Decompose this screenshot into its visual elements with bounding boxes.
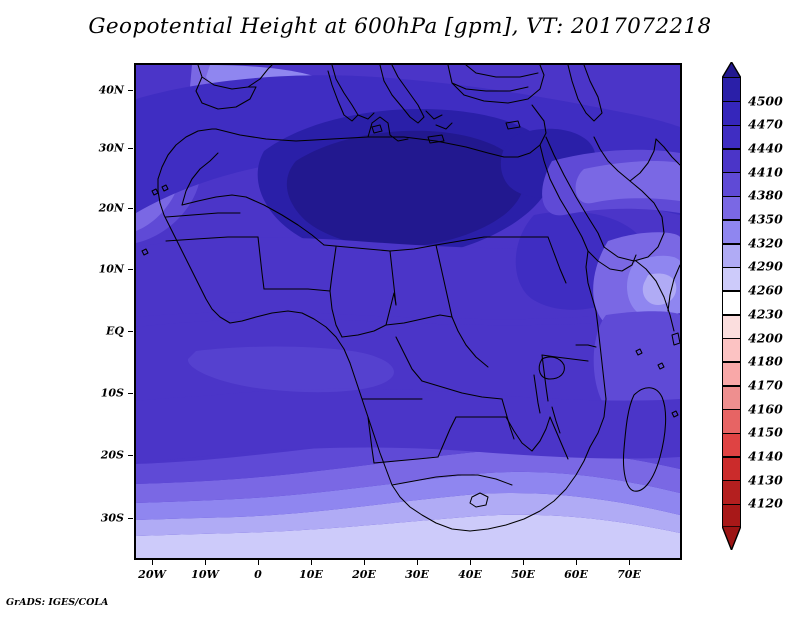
colorbar-band-12: [723, 362, 740, 386]
colorbar-tick-label-4440: 4440: [748, 140, 783, 156]
colorbar-separator-15: [723, 432, 740, 434]
colorbar-separator-6: [723, 219, 740, 221]
colorbar-separator-8: [723, 266, 740, 269]
colorbar-separator-14: [723, 408, 740, 411]
colorbar-separator-2: [723, 124, 740, 127]
colorbar-tick-label-4290: 4290: [748, 258, 783, 274]
colorbar-band-17: [723, 480, 740, 505]
y-tick-30S: [128, 518, 133, 519]
y-tick-20N: [128, 208, 133, 209]
colorbar-separator-12: [723, 361, 740, 363]
colorbar-tick-label-4130: 4130: [748, 472, 783, 488]
colorbar-band-18: [723, 504, 740, 528]
x-axis-label-20W: 20W: [138, 568, 166, 581]
colorbar-separator-17: [723, 479, 740, 482]
colorbar-separator-3: [723, 148, 740, 150]
colorbar-tick-label-4410: 4410: [748, 164, 783, 180]
colorbar-band-10: [723, 314, 740, 339]
y-tick-40N: [128, 90, 133, 91]
colorbar-band-2: [723, 125, 740, 150]
x-axis-label-20E: 20E: [352, 568, 376, 581]
colorbar-band-7: [723, 243, 740, 268]
map-plot-panel[interactable]: [134, 63, 682, 560]
colorbar-separator-10: [723, 314, 740, 316]
footer-credit: GrADS: IGES/COLA: [6, 597, 109, 608]
colorbar-separator-18: [723, 503, 740, 506]
y-axis-label-40N: 40N: [98, 83, 124, 97]
colorbar-band-16: [723, 456, 740, 481]
x-axis-label-40E: 40E: [458, 568, 482, 581]
y-axis-label-EQ: EQ: [106, 324, 124, 338]
x-tick-50E: [523, 560, 524, 565]
geopotential-height-heatmap: [136, 65, 680, 558]
colorbar-tick-label-4260: 4260: [748, 282, 783, 298]
colorbar-band-14: [723, 409, 740, 434]
x-axis-label-10W: 10W: [191, 568, 219, 581]
colorbar-band-15: [723, 433, 740, 457]
colorbar-tick-label-4170: 4170: [748, 377, 783, 393]
colorbar-tick-label-4200: 4200: [748, 330, 783, 346]
page-title: Geopotential Height at 600hPa [gpm], VT:…: [88, 14, 712, 39]
x-axis-label-10E: 10E: [299, 568, 323, 581]
x-tick-70E: [629, 560, 630, 565]
x-tick-20W: [152, 560, 153, 565]
x-axis-label-70E: 70E: [617, 568, 641, 581]
colorbar-over-arrow: [722, 62, 741, 78]
y-axis-label-30N: 30N: [98, 141, 124, 155]
colorbar-separator-16: [723, 456, 740, 458]
colorbar[interactable]: [722, 77, 741, 528]
x-tick-10W: [205, 560, 206, 565]
y-axis-label-30S: 30S: [100, 511, 124, 525]
colorbar-band-9: [723, 291, 740, 315]
colorbar-tick-label-4230: 4230: [748, 306, 783, 322]
y-tick-10S: [128, 393, 133, 394]
y-tick-EQ: [128, 331, 133, 332]
colorbar-band-8: [723, 267, 740, 292]
colorbar-band-1: [723, 101, 740, 126]
colorbar-tick-label-4320: 4320: [748, 235, 783, 251]
y-tick-10N: [128, 269, 133, 270]
colorbar-tick-label-4160: 4160: [748, 401, 783, 417]
x-tick-0: [258, 560, 259, 565]
colorbar-under-arrow: [722, 526, 741, 550]
x-axis-label-0: 0: [254, 568, 262, 581]
x-axis-label-60E: 60E: [564, 568, 588, 581]
colorbar-tick-label-4150: 4150: [748, 424, 783, 440]
y-axis-label-20N: 20N: [98, 201, 124, 215]
colorbar-separator-9: [723, 290, 740, 292]
colorbar-band-0: [723, 78, 740, 102]
y-tick-20S: [128, 455, 133, 456]
colorbar-band-13: [723, 385, 740, 410]
y-axis-label-10S: 10S: [100, 386, 124, 400]
y-tick-30N: [128, 148, 133, 149]
colorbar-tick-label-4140: 4140: [748, 448, 783, 464]
x-axis-label-50E: 50E: [511, 568, 535, 581]
colorbar-band-3: [723, 149, 740, 173]
colorbar-separator-13: [723, 385, 740, 387]
x-tick-20E: [364, 560, 365, 565]
colorbar-separator-4: [723, 171, 740, 174]
x-tick-10E: [311, 560, 312, 565]
colorbar-separator-1: [723, 100, 740, 103]
colorbar-separator-5: [723, 195, 740, 198]
colorbar-tick-label-4470: 4470: [748, 116, 783, 132]
colorbar-tick-label-4120: 4120: [748, 495, 783, 511]
x-tick-40E: [470, 560, 471, 565]
colorbar-band-4: [723, 172, 740, 197]
y-axis-label-20S: 20S: [100, 448, 124, 462]
colorbar-tick-label-4500: 4500: [748, 93, 783, 109]
colorbar-band-5: [723, 196, 740, 221]
colorbar-tick-label-4180: 4180: [748, 353, 783, 369]
x-tick-60E: [576, 560, 577, 565]
x-axis-label-30E: 30E: [405, 568, 429, 581]
colorbar-band-11: [723, 338, 740, 363]
x-tick-30E: [417, 560, 418, 565]
colorbar-band-6: [723, 220, 740, 244]
colorbar-separator-7: [723, 243, 740, 245]
y-axis-label-10N: 10N: [98, 262, 124, 276]
colorbar-tick-label-4350: 4350: [748, 211, 783, 227]
colorbar-separator-11: [723, 337, 740, 340]
colorbar-tick-label-4380: 4380: [748, 187, 783, 203]
